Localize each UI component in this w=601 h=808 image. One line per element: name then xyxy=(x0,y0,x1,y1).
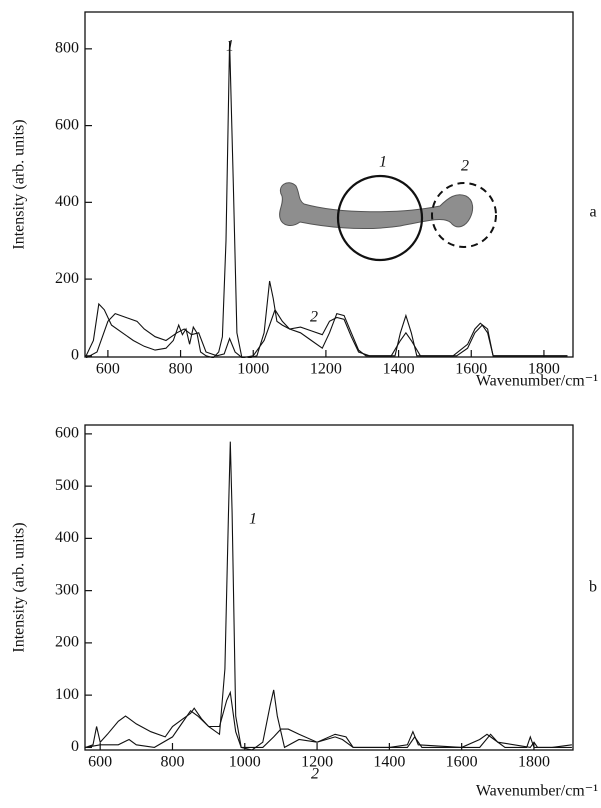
x-tick-label: 800 xyxy=(169,361,193,378)
bone-shape xyxy=(279,182,474,230)
panel-label: b xyxy=(589,579,597,596)
inset-label: 1 xyxy=(379,154,387,171)
y-axis-title: Intensity (arb. units) xyxy=(11,522,28,652)
y-tick-label: 100 xyxy=(55,686,79,703)
inset-label: 2 xyxy=(461,158,469,175)
x-tick-label: 1600 xyxy=(446,754,478,771)
panel-label: a xyxy=(589,204,596,221)
curve-label: 1 xyxy=(249,511,257,528)
y-tick-label: 800 xyxy=(55,40,79,57)
plot-frame xyxy=(84,11,574,358)
curve-label: 2 xyxy=(310,309,318,326)
y-tick-label: 300 xyxy=(55,581,79,598)
y-tick-label: 400 xyxy=(55,193,79,210)
y-tick-label: 0 xyxy=(71,738,79,755)
x-tick-label: 1800 xyxy=(518,754,550,771)
y-tick-label: 600 xyxy=(55,116,79,133)
x-tick-label: 800 xyxy=(160,754,184,771)
x-tick-label: 600 xyxy=(96,361,120,378)
x-axis-title: Wavenumber/cm⁻¹ xyxy=(476,783,598,800)
y-tick-label: 200 xyxy=(55,270,79,287)
curve-label: 2 xyxy=(311,766,319,783)
y-tick-label: 500 xyxy=(55,477,79,494)
y-tick-label: 600 xyxy=(55,425,79,442)
spectrum-line xyxy=(85,690,572,748)
x-tick-label: 1400 xyxy=(383,361,415,378)
curve-label: 1 xyxy=(226,38,234,55)
x-tick-label: 1000 xyxy=(237,361,269,378)
y-tick-label: 200 xyxy=(55,634,79,651)
plot-frame xyxy=(84,424,574,751)
x-tick-label: 1400 xyxy=(373,754,405,771)
site-circle-1 xyxy=(336,174,424,262)
site-circle-2 xyxy=(431,182,497,248)
spectrum-line xyxy=(85,441,572,751)
plot-area xyxy=(85,41,568,358)
y-tick-label: 0 xyxy=(71,347,79,364)
x-tick-label: 1600 xyxy=(455,361,487,378)
plot-area xyxy=(85,441,572,751)
x-tick-label: 1200 xyxy=(310,361,342,378)
x-tick-label: 1800 xyxy=(528,361,560,378)
spectrum-line xyxy=(85,41,568,358)
bone-inset xyxy=(279,174,497,262)
spectrum-line xyxy=(85,308,568,358)
x-tick-label: 1200 xyxy=(301,754,333,771)
x-tick-label: 1000 xyxy=(229,754,261,771)
x-axis-title: Wavenumber/cm⁻¹ xyxy=(476,373,598,390)
x-tick-label: 600 xyxy=(88,754,112,771)
y-axis-title: Intensity (arb. units) xyxy=(11,119,28,249)
y-tick-label: 400 xyxy=(55,529,79,546)
